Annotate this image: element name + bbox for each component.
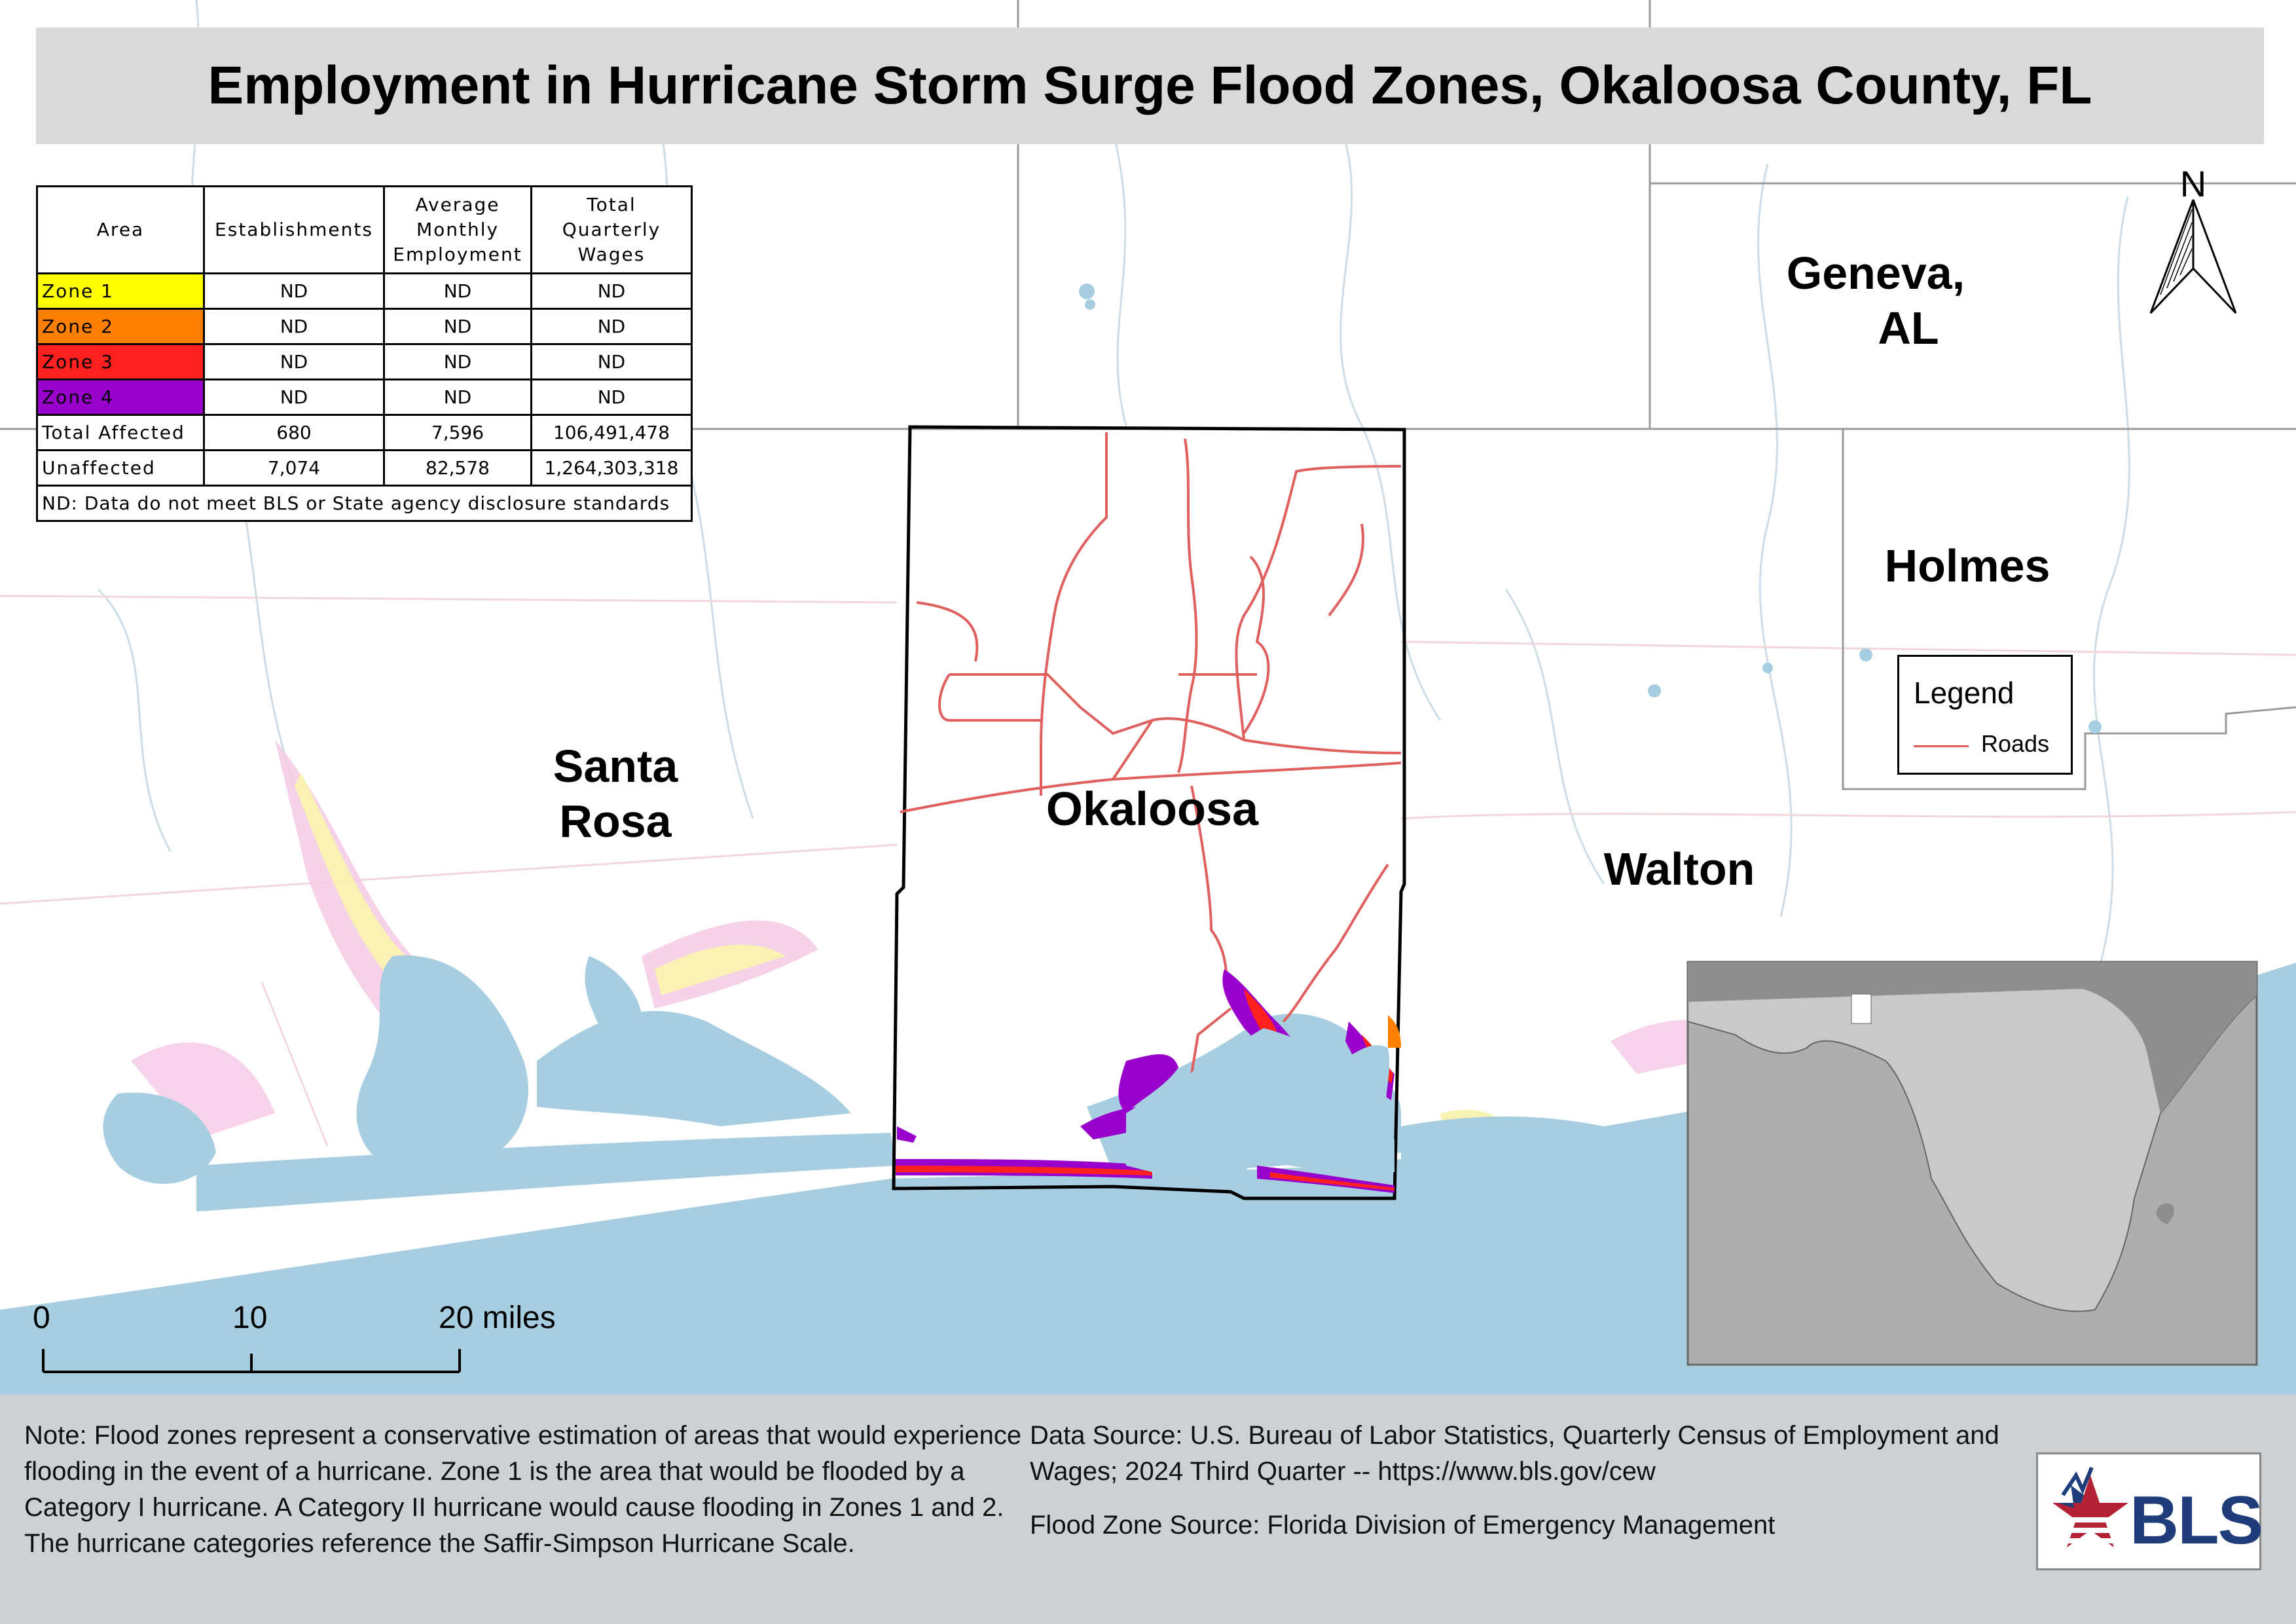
table-cell: 82,578 <box>383 449 532 487</box>
table-cell: ND <box>383 378 532 416</box>
inset-map <box>1686 961 2258 1366</box>
bls-logo-text: BLS <box>2130 1483 2263 1559</box>
title-bar: Employment in Hurricane Storm Surge Floo… <box>36 28 2264 144</box>
flood-source-text: Flood Zone Source: Florida Division of E… <box>1030 1511 1776 1540</box>
table-cell: 106,491,478 <box>530 414 693 451</box>
scale-label-10: 10 <box>232 1301 268 1335</box>
table-cell: ND <box>203 343 385 380</box>
table-row: Zone 1 ND ND ND <box>36 272 693 310</box>
santa-rosa-label-line1: Santa <box>553 741 678 792</box>
table-cell: 7,596 <box>383 414 532 451</box>
table-row: Total Affected 680 7,596 106,491,478 <box>36 414 693 451</box>
table-cell: ND <box>530 308 693 345</box>
zone-2-label: Zone 2 <box>36 308 205 345</box>
table-cell: 680 <box>203 414 385 451</box>
roads-legend-label: Roads <box>1981 730 2050 757</box>
okaloosa-county-outline <box>892 425 1406 1200</box>
table-footnote-row: ND: Data do not meet BLS or State agency… <box>36 485 693 522</box>
table-cell: ND <box>203 378 385 416</box>
table-cell: ND <box>383 272 532 310</box>
geneva-label-line2: AL <box>1878 303 1939 354</box>
table-cell: ND <box>530 272 693 310</box>
map-title: Employment in Hurricane Storm Surge Floo… <box>208 56 2092 115</box>
data-source-text: Data Source: U.S. Bureau of Labor Statis… <box>1030 1421 1999 1486</box>
scale-bar <box>42 1349 461 1373</box>
table-cell: 1,264,303,318 <box>530 449 693 487</box>
santa-rosa-label: Santa Rosa <box>511 739 720 849</box>
legend-title: Legend <box>1914 676 2014 710</box>
total-affected-label: Total Affected <box>36 414 205 451</box>
footer-panel <box>0 1395 2296 1624</box>
header-establishments: Establishments <box>203 185 385 274</box>
scale-label-20: 20 miles <box>439 1301 556 1335</box>
zone-3-label: Zone 3 <box>36 343 205 380</box>
lakes <box>1079 284 2102 733</box>
table-cell: 7,074 <box>203 449 385 487</box>
table-header-row: Area Establishments Average Monthly Empl… <box>36 185 693 274</box>
table-row: Zone 2 ND ND ND <box>36 308 693 345</box>
zone-4-label: Zone 4 <box>36 378 205 416</box>
table-cell: ND <box>383 343 532 380</box>
table-cell: ND <box>383 308 532 345</box>
table-footnote: ND: Data do not meet BLS or State agency… <box>36 485 693 522</box>
santa-rosa-label-line2: Rosa <box>559 796 672 847</box>
table-cell: ND <box>530 378 693 416</box>
legend-box: Legend Roads <box>1897 655 2073 775</box>
table-cell: ND <box>203 308 385 345</box>
zone-1-label: Zone 1 <box>36 272 205 310</box>
roads-legend-swatch <box>1914 745 1969 747</box>
county-roads <box>900 432 1402 1075</box>
north-label: N <box>2180 164 2206 204</box>
okaloosa-bays <box>1126 1028 1394 1185</box>
bls-star-icon <box>2051 1466 2130 1547</box>
walton-label: Walton <box>1603 843 1755 895</box>
holmes-label: Holmes <box>1884 540 2050 591</box>
table-cell: ND <box>203 272 385 310</box>
okaloosa-label: Okaloosa <box>1046 783 1259 836</box>
header-area: Area <box>36 185 205 274</box>
footer-sources: Data Source: U.S. Bureau of Labor Statis… <box>1030 1418 2012 1561</box>
bls-logo: BLS <box>2036 1452 2263 1570</box>
geneva-label: Geneva, AL <box>1768 246 1984 356</box>
unaffected-label: Unaffected <box>36 449 205 487</box>
table-row: Unaffected 7,074 82,578 1,264,303,318 <box>36 449 693 487</box>
table-cell: ND <box>530 343 693 380</box>
header-employment: Average Monthly Employment <box>383 185 532 274</box>
header-wages: Total Quarterly Wages <box>530 185 693 274</box>
table-row: Zone 3 ND ND ND <box>36 343 693 380</box>
scale-label-0: 0 <box>33 1301 50 1335</box>
footer-note: Note: Flood zones represent a conservati… <box>24 1421 1022 1558</box>
table-row: Zone 4 ND ND ND <box>36 378 693 416</box>
employment-table: Area Establishments Average Monthly Empl… <box>36 185 693 522</box>
north-arrow-icon: N <box>2149 164 2237 314</box>
geneva-label-line1: Geneva, <box>1786 248 1965 299</box>
